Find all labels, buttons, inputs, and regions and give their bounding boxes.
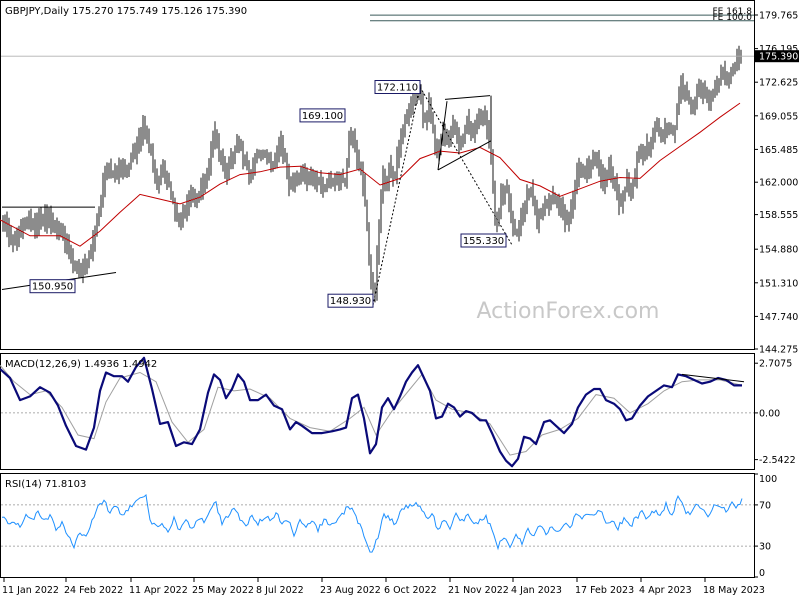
price-tick-label: 172.625 <box>759 78 798 89</box>
moving-average-line <box>0 102 741 247</box>
fibonacci-level-label: FE 100.0 <box>713 13 753 23</box>
rsi-indicator <box>1 494 754 553</box>
macd-tick-label: -2.5422 <box>759 455 796 466</box>
rsi-line <box>1 494 743 553</box>
date-tick-label: 18 May 2023 <box>703 585 765 596</box>
macd-line <box>0 356 742 468</box>
macd-indicator <box>0 356 754 468</box>
flag-side-line <box>437 101 448 170</box>
price-tick-label: 165.485 <box>759 145 798 156</box>
date-tick-label: 8 Jul 2022 <box>256 585 304 596</box>
rsi-tick-label: 0 <box>759 568 765 579</box>
macd-tick-label: 0.00 <box>759 408 780 419</box>
fibonacci-levels: FE 161.8FE 100.0 <box>1 7 754 57</box>
price-tick-label: 147.740 <box>759 312 798 323</box>
last-price-tag <box>755 50 799 63</box>
price-tick-label: 176.195 <box>759 44 798 55</box>
moving-average-series <box>0 102 741 247</box>
annotation-box <box>374 80 421 94</box>
price-tick-label: 169.055 <box>759 111 798 122</box>
date-tick-label: 25 May 2022 <box>192 585 254 596</box>
date-tick-label: 4 Jan 2023 <box>511 585 562 596</box>
date-tick-label: 23 Aug 2022 <box>320 585 381 596</box>
price-annotations: 172.110 169.100 155.330 148.930 150.950 <box>29 80 507 308</box>
rsi-tick-label: 30 <box>759 542 771 553</box>
date-tick-label: 6 Oct 2022 <box>384 585 437 596</box>
date-tick-label: 17 Feb 2023 <box>575 585 634 596</box>
annotation-box <box>460 233 507 248</box>
rsi-panel <box>0 473 755 578</box>
flag-top-line <box>444 95 491 100</box>
date-tick-label: 24 Feb 2022 <box>64 585 123 596</box>
price-panel <box>0 0 755 350</box>
price-tick-label: 154.880 <box>759 245 798 256</box>
date-tick-label: 4 Apr 2023 <box>639 585 692 596</box>
price-tick-label: 158.555 <box>759 210 798 221</box>
annotation-label: 148.930 <box>330 296 371 307</box>
fibonacci-level-label: FE 161.8 <box>713 7 753 17</box>
annotation-label: 155.330 <box>463 236 504 247</box>
rsi-tick-label: 70 <box>759 500 771 511</box>
last-price-label: 175.390 <box>759 52 798 63</box>
annotation-label: 172.110 <box>377 83 418 94</box>
price-tick-label: 162.000 <box>759 178 798 189</box>
date-tick-label: 11 Apr 2022 <box>129 585 188 596</box>
fib-swing-line <box>372 86 421 306</box>
fib-swing-line <box>419 86 513 246</box>
macd-trendline <box>681 373 745 383</box>
annotation-box <box>327 293 374 308</box>
price-tick-label: 179.765 <box>759 11 798 22</box>
annotation-box <box>29 279 76 294</box>
date-tick-label: 11 Jan 2022 <box>2 585 59 596</box>
price-tick-label: 144.275 <box>759 345 798 356</box>
watermark-text: ActionForex.com <box>477 299 660 324</box>
date-axis: 11 Jan 2022 24 Feb 2022 11 Apr 2022 25 May … <box>2 578 765 596</box>
macd-panel <box>0 353 755 470</box>
price-axis: 179.765 176.195 172.625 169.055 165.485 162.0… <box>754 11 799 356</box>
macd-title: MACD(12,26,9) 1.4936 1.4942 <box>5 359 157 370</box>
symbol-header: GBPJPY,Daily 175.270 175.749 175.126 175… <box>5 6 247 17</box>
price-tick-label: 151.310 <box>759 278 798 289</box>
rsi-tick-label: 100 <box>759 474 777 485</box>
rsi-axis: 100 70 30 0 <box>754 473 777 579</box>
annotation-label: 169.100 <box>302 111 343 122</box>
flag-bottom-line <box>437 140 492 171</box>
annotation-label: 150.950 <box>32 282 73 293</box>
annotation-box <box>299 108 346 123</box>
macd-tick-label: 2.7075 <box>759 359 792 370</box>
price-candles <box>2 45 742 304</box>
date-tick-label: 21 Nov 2022 <box>448 585 509 596</box>
rsi-title: RSI(14) 71.8103 <box>5 479 86 490</box>
macd-signal-line <box>0 364 743 456</box>
macd-axis: 2.7075 0.00 -2.5422 <box>754 359 796 466</box>
